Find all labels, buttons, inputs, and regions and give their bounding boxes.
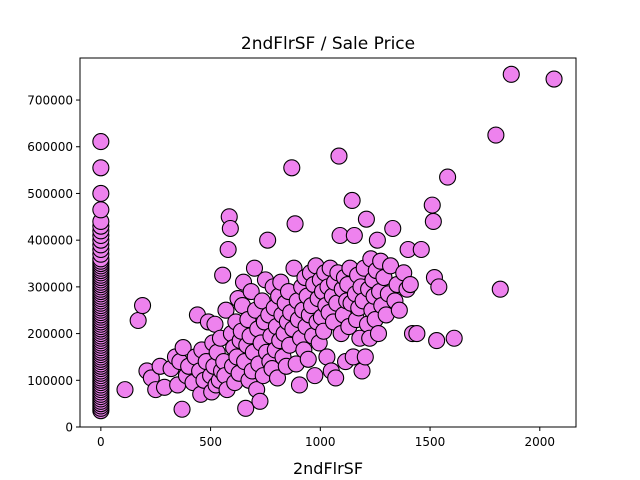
- x-tick-label: 500: [199, 435, 222, 449]
- data-point: [445, 329, 463, 347]
- data-point: [487, 126, 505, 144]
- y-tick-label: 300000: [27, 280, 73, 294]
- data-point: [439, 168, 457, 186]
- data-point: [343, 191, 361, 210]
- y-tick-label: 500000: [27, 187, 73, 201]
- x-axis-ticks: 0 500 1000 1500 2000: [97, 427, 555, 449]
- data-point: [268, 369, 287, 387]
- data-point: [92, 184, 110, 203]
- data-point: [424, 212, 442, 231]
- data-point: [423, 196, 441, 214]
- data-point: [331, 226, 349, 245]
- data-point: [134, 297, 152, 315]
- y-axis-ticks: 0 100000 200000 300000 400000 500000 600000 700…: [27, 94, 80, 435]
- data-point: [219, 240, 237, 259]
- data-point: [381, 257, 400, 275]
- data-point: [327, 369, 345, 387]
- data-point: [237, 399, 255, 417]
- data-point: [502, 65, 520, 83]
- points-layer: [92, 65, 563, 420]
- data-point: [353, 362, 371, 380]
- x-tick-label: 0: [97, 435, 105, 449]
- plot-frame: [79, 57, 577, 428]
- data-point: [428, 332, 446, 350]
- y-tick-label: 200000: [27, 327, 73, 341]
- data-point: [299, 350, 317, 368]
- data-point: [306, 367, 324, 385]
- chart-title: 2ndFlrSF / Sale Price: [241, 34, 415, 54]
- data-point: [221, 219, 239, 238]
- data-point: [242, 282, 260, 301]
- data-point: [412, 240, 430, 259]
- data-point: [401, 275, 419, 294]
- y-tick-label: 400000: [27, 234, 73, 248]
- data-point: [259, 231, 277, 249]
- data-point: [286, 215, 304, 233]
- data-point: [368, 231, 386, 249]
- data-point: [384, 219, 402, 238]
- x-tick-label: 1500: [415, 435, 446, 449]
- data-point: [92, 201, 110, 219]
- data-point: [408, 325, 426, 343]
- y-tick-label: 700000: [27, 94, 73, 108]
- data-point: [214, 266, 232, 284]
- y-tick-label: 100000: [27, 374, 73, 388]
- data-point: [174, 339, 192, 357]
- data-point: [285, 259, 303, 277]
- data-point: [369, 325, 388, 343]
- data-point: [251, 392, 269, 410]
- data-point: [129, 311, 147, 330]
- data-point: [92, 159, 110, 177]
- data-point: [345, 226, 363, 245]
- data-point: [245, 259, 264, 277]
- data-point: [390, 301, 408, 319]
- data-point: [356, 348, 374, 366]
- data-point: [545, 70, 563, 88]
- data-point: [283, 159, 301, 177]
- data-point: [173, 400, 191, 418]
- data-point: [217, 301, 235, 319]
- data-point: [357, 210, 375, 228]
- y-tick-label: 600000: [27, 140, 73, 154]
- x-tick-label: 1000: [305, 435, 336, 449]
- data-point: [116, 381, 134, 399]
- data-point: [491, 280, 509, 298]
- x-tick-label: 2000: [525, 435, 556, 449]
- y-tick-label: 0: [65, 421, 73, 435]
- data-point: [430, 278, 448, 296]
- data-point: [330, 147, 348, 165]
- data-point: [92, 133, 110, 151]
- data-point: [290, 376, 309, 394]
- x-axis-title: 2ndFlrSF: [293, 459, 363, 478]
